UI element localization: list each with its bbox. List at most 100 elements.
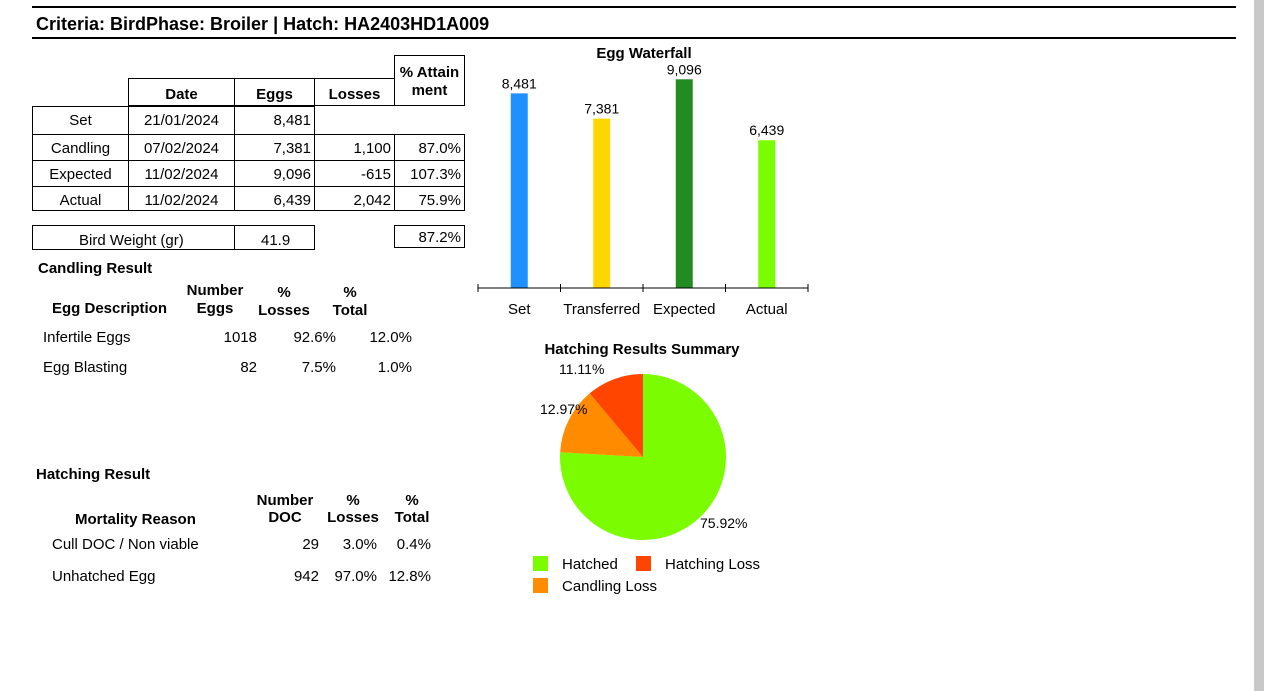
summary-row-losses-cell: -615 — [314, 160, 395, 187]
hatching-row-number: 942 — [293, 568, 319, 585]
waterfall-title: Egg Waterfall — [596, 45, 691, 62]
page-title: Criteria: BirdPhase: Broiler | Hatch: HA… — [36, 14, 490, 34]
pie-slice-label: 75.92% — [700, 515, 747, 531]
bird-weight-attain: 87.2% — [418, 229, 461, 246]
summary-row-label: Actual — [59, 192, 102, 209]
hatching-row-loss: 3.0% — [342, 536, 377, 553]
candling-row-desc: Infertile Eggs — [43, 329, 131, 346]
waterfall-bar-transferred — [593, 118, 611, 288]
pie-title: Hatching Results Summary — [544, 341, 740, 358]
summary-row-eggs: 8,481 — [273, 112, 311, 129]
pie-legend-label: Hatching Loss — [665, 556, 760, 573]
summary-row-eggs-cell: 8,481 — [234, 106, 315, 135]
hatching-row-loss: 97.0% — [334, 568, 377, 585]
title-underline — [32, 37, 1236, 39]
candling-result-title: Candling Result — [38, 260, 153, 277]
candling-row-total: 12.0% — [369, 329, 412, 346]
waterfall-bar-expected — [675, 79, 693, 288]
candling-col-number-1: Number — [186, 282, 244, 299]
waterfall-value-label: 6,439 — [749, 122, 784, 138]
candling-row-total: 1.0% — [377, 359, 412, 376]
candling-col-total-1: % — [343, 284, 357, 301]
vertical-scrollbar[interactable] — [1254, 0, 1264, 691]
summary-row-date: 21/01/2024 — [143, 112, 220, 129]
bird-weight-label-cell: Bird Weight (gr) — [32, 225, 235, 250]
candling-row-loss: 92.6% — [293, 329, 336, 346]
summary-row-attain: 87.0% — [418, 140, 461, 157]
bird-weight-attain-cell: 87.2% — [394, 225, 465, 248]
hatching-col-total-2: Total — [394, 509, 430, 526]
summary-row-attain: 107.3% — [410, 166, 461, 183]
candling-row-number: 82 — [240, 359, 257, 376]
summary-row-eggs-cell: 9,096 — [234, 160, 315, 187]
hatching-col-loss-2: Losses — [327, 509, 379, 526]
hatching-row-reason: Cull DOC / Non viable — [52, 536, 199, 553]
pie-legend-swatch — [533, 578, 548, 593]
top-rule — [32, 6, 1236, 8]
hatching-row-total: 12.8% — [388, 568, 431, 585]
summary-row-losses: -615 — [360, 166, 391, 183]
candling-col-desc: Egg Description — [52, 300, 168, 317]
hatching-col-number-2: DOC — [268, 509, 302, 526]
summary-row-date-cell: 11/02/2024 — [128, 186, 235, 211]
summary-row-date-cell: 11/02/2024 — [128, 160, 235, 187]
summary-row-label: Set — [69, 112, 92, 129]
summary-row-eggs: 7,381 — [273, 140, 311, 157]
hatching-summary-pie-chart: Hatching Results Summary 75.92% 12.97% 11.… — [533, 341, 760, 595]
summary-row-attain-cell: 75.9% — [394, 186, 465, 211]
summary-row-eggs: 9,096 — [273, 166, 311, 183]
pie-legend-swatch — [533, 556, 548, 571]
pie-legend-swatch — [636, 556, 651, 571]
summary-row-date: 11/02/2024 — [144, 192, 219, 209]
summary-row-eggs-cell: 6,439 — [234, 186, 315, 211]
col-header-eggs: Eggs — [234, 78, 315, 106]
summary-row-label: Expected — [49, 166, 112, 183]
hatching-row-number: 29 — [302, 536, 319, 553]
summary-row-losses: 1,100 — [353, 140, 391, 157]
egg-waterfall-chart: Egg Waterfall 8,481 Set 7,381 Transferred 9,… — [477, 45, 809, 318]
hatching-col-loss-1: % — [346, 492, 360, 509]
bird-weight-value-cell: 41.9 — [234, 225, 315, 250]
waterfall-category-label: Actual — [746, 301, 788, 318]
waterfall-bar-actual — [758, 140, 776, 288]
waterfall-value-label: 9,096 — [667, 61, 702, 77]
waterfall-value-label: 7,381 — [584, 101, 619, 117]
hatching-row-reason: Unhatched Egg — [52, 568, 156, 585]
summary-row-date: 11/02/2024 — [144, 166, 219, 183]
col-header-losses: Losses — [314, 78, 395, 106]
hatching-col-number-1: Number — [256, 492, 314, 509]
summary-row-eggs: 6,439 — [273, 192, 311, 209]
candling-col-number-2: Eggs — [196, 300, 234, 317]
summary-row-label-cell: Actual — [32, 186, 129, 211]
summary-row-label-cell: Set — [32, 106, 129, 135]
hatching-row-total: 0.4% — [396, 536, 431, 553]
candling-col-total-2: Total — [332, 302, 368, 319]
summary-row-label: Candling — [50, 140, 111, 157]
col-header-date: Date — [128, 78, 235, 106]
pie-slice-candling-loss — [560, 393, 643, 457]
candling-col-loss-1: % — [277, 284, 291, 301]
candling-row-number: 1018 — [223, 329, 257, 346]
hatching-col-total-1: % — [405, 492, 419, 509]
pie-slice-hatching-loss — [589, 374, 643, 457]
pie-slice-label: 11.11% — [559, 361, 604, 377]
hatching-col-reason: Mortality Reason — [75, 511, 196, 528]
summary-row-losses: 2,042 — [353, 192, 391, 209]
candling-col-loss-2: Losses — [258, 302, 310, 319]
waterfall-category-label: Expected — [653, 301, 716, 318]
summary-row-date-cell: 21/01/2024 — [128, 106, 235, 135]
summary-row-label-cell: Candling — [32, 134, 129, 161]
summary-row-label-cell: Expected — [32, 160, 129, 187]
waterfall-bar-set — [510, 93, 528, 289]
summary-row-attain-cell: 87.0% — [394, 134, 465, 161]
summary-row-date: 07/02/2024 — [143, 140, 220, 157]
summary-row-date-cell: 07/02/2024 — [128, 134, 235, 161]
summary-row-losses-cell: 1,100 — [314, 134, 395, 161]
summary-row-eggs-cell: 7,381 — [234, 134, 315, 161]
hatching-result-title: Hatching Result — [36, 466, 151, 483]
pie-slice-label: 12.97% — [540, 401, 587, 417]
candling-row-desc: Egg Blasting — [43, 359, 128, 376]
bird-weight-value: 41.9 — [261, 232, 291, 249]
bird-weight-label: Bird Weight (gr) — [79, 232, 184, 249]
waterfall-category-label: Transferred — [563, 301, 640, 318]
